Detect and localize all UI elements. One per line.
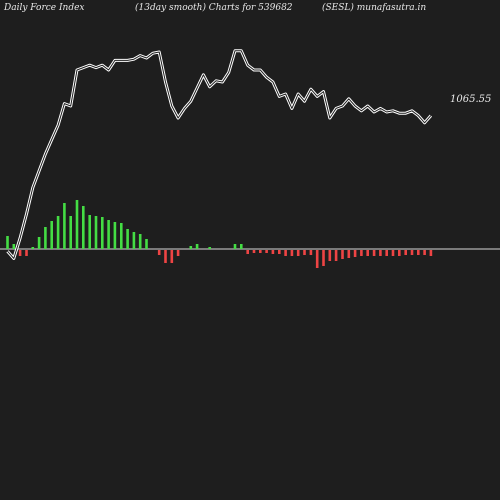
force-bar-positive bbox=[233, 244, 237, 249]
force-bar-negative bbox=[259, 250, 262, 253]
force-bar-negative bbox=[157, 250, 161, 255]
force-bar-negative bbox=[423, 250, 426, 255]
force-bar-negative bbox=[360, 250, 363, 256]
force-bar-negative bbox=[398, 250, 401, 256]
force-bar-negative bbox=[334, 250, 338, 261]
force-bar-negative bbox=[176, 250, 180, 256]
last-price-label: 1065.55 bbox=[450, 94, 491, 105]
force-bar-positive bbox=[69, 216, 72, 249]
force-bar-negative bbox=[347, 250, 351, 258]
force-bar-positive bbox=[195, 244, 199, 249]
force-bar-negative bbox=[284, 250, 287, 256]
force-bar-negative bbox=[410, 250, 414, 255]
force-bar-negative bbox=[328, 250, 332, 261]
force-bar-positive bbox=[189, 246, 193, 249]
force-bar-positive bbox=[88, 215, 91, 249]
force-bar-negative bbox=[391, 250, 395, 256]
force-bar-positive bbox=[6, 236, 9, 249]
force-bar-negative bbox=[246, 250, 249, 254]
force-bar-positive bbox=[44, 227, 47, 249]
chart-title-right: (SESL) munafasutra.in bbox=[322, 3, 427, 13]
force-bar-positive bbox=[63, 203, 66, 249]
force-bar-negative bbox=[278, 250, 281, 254]
force-bar-positive bbox=[12, 244, 16, 249]
force-bar-positive bbox=[113, 222, 117, 249]
force-bar-negative bbox=[265, 250, 268, 253]
force-bar-negative bbox=[379, 250, 382, 256]
force-bar-positive bbox=[126, 229, 129, 249]
force-bar-negative bbox=[353, 250, 357, 257]
force-bar-positive bbox=[120, 223, 123, 249]
force-bar-negative bbox=[404, 250, 407, 255]
force-bar-negative bbox=[303, 250, 306, 255]
force-bar-negative bbox=[322, 250, 325, 266]
force-bar-negative bbox=[366, 250, 369, 256]
chart-title-center: (13day smooth) Charts for 539682 bbox=[135, 3, 293, 13]
force-bar-positive bbox=[37, 237, 41, 249]
force-bar-negative bbox=[296, 250, 300, 256]
force-bar-positive bbox=[138, 234, 142, 249]
force-bar-positive bbox=[240, 244, 243, 249]
force-bar-negative bbox=[417, 250, 420, 255]
force-bar-negative bbox=[429, 250, 433, 256]
force-bar-negative bbox=[315, 250, 319, 268]
force-bar-negative bbox=[341, 250, 344, 259]
force-bar-negative bbox=[309, 250, 313, 255]
price-line-core bbox=[7, 50, 432, 259]
force-bar-negative bbox=[271, 250, 275, 254]
force-bar-positive bbox=[82, 206, 85, 249]
force-bar-positive bbox=[56, 216, 60, 249]
force-bar-negative bbox=[372, 250, 376, 256]
force-bar-negative bbox=[25, 250, 28, 256]
force-bar-positive bbox=[101, 217, 104, 249]
force-bar-positive bbox=[145, 239, 148, 249]
force-bar-positive bbox=[31, 247, 35, 249]
force-bar-positive bbox=[50, 221, 53, 249]
force-bar-negative bbox=[164, 250, 167, 263]
force-bar-positive bbox=[107, 220, 110, 249]
force-bar-positive bbox=[75, 200, 79, 249]
force-bar-positive bbox=[208, 247, 211, 249]
force-bar-negative bbox=[170, 250, 174, 263]
force-bar-negative bbox=[290, 250, 294, 256]
force-bar-positive bbox=[94, 216, 98, 249]
force-bar-positive bbox=[132, 232, 136, 249]
force-bar-negative bbox=[252, 250, 256, 253]
force-bar-negative bbox=[18, 250, 22, 256]
chart-title-left: Daily Force Index bbox=[4, 3, 85, 13]
force-bar-negative bbox=[385, 250, 388, 256]
